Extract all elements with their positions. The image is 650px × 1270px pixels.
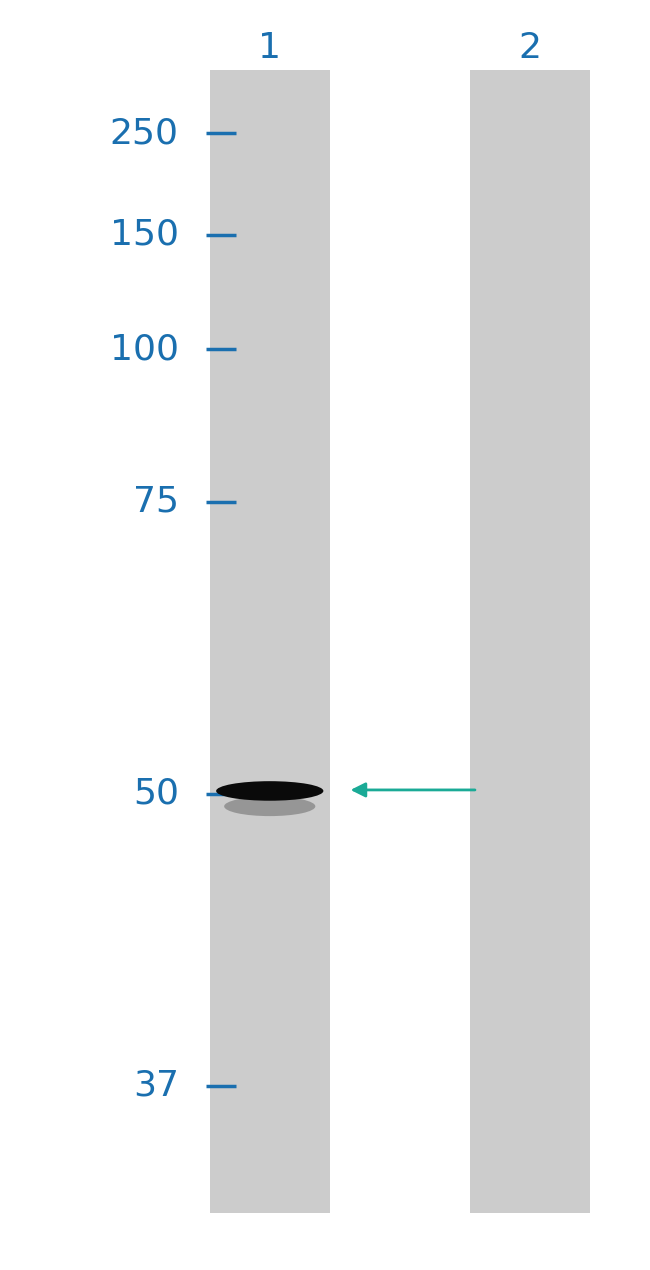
Text: 2: 2 bbox=[518, 32, 541, 65]
Text: 37: 37 bbox=[133, 1069, 179, 1102]
Bar bbox=[209, 70, 330, 1213]
Ellipse shape bbox=[224, 796, 315, 817]
Text: 75: 75 bbox=[133, 485, 179, 518]
Text: 250: 250 bbox=[110, 117, 179, 150]
Bar bbox=[469, 70, 590, 1213]
Text: 50: 50 bbox=[133, 777, 179, 810]
Text: 150: 150 bbox=[110, 218, 179, 251]
Text: 1: 1 bbox=[258, 32, 281, 65]
Text: 100: 100 bbox=[110, 333, 179, 366]
Ellipse shape bbox=[216, 781, 324, 801]
